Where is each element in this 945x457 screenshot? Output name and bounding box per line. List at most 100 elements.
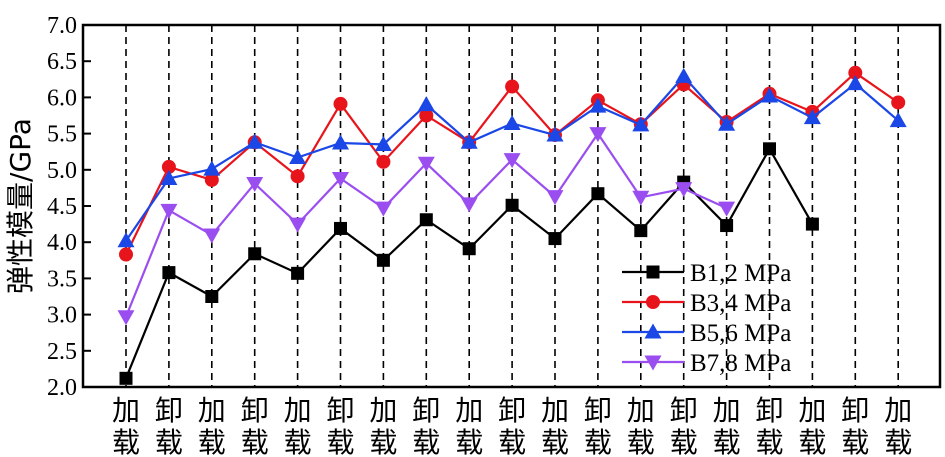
data-point [119,247,133,262]
x-tick-label-char: 载 [798,426,826,457]
x-tick-label-char: 加 [455,394,483,427]
data-point [419,108,434,123]
y-tick-label: 3.5 [47,266,77,292]
data-point [589,97,607,113]
y-tick-label: 5.5 [47,122,77,148]
data-point [460,133,478,149]
y-axis-title: 弹性模量/GPa [4,118,37,294]
x-tick-label: 加载 [455,394,483,457]
data-point [161,159,176,174]
y-tick-label: 2.5 [47,339,77,365]
x-tick-label-char: 加 [541,394,569,427]
x-tick-label-char: 载 [541,426,569,457]
data-point [289,148,307,164]
x-tick-label-char: 加 [112,394,140,427]
legend-marker [646,295,660,309]
x-tick-label: 加载 [284,394,312,457]
x-tick-label-char: 卸 [241,394,269,427]
legend-label: B3,4 MPa [690,290,791,317]
y-tick-label: 2.0 [47,375,77,401]
data-point [289,217,307,233]
x-tick-label-char: 载 [627,426,655,457]
x-tick-label-char: 载 [284,426,312,457]
legend-label: B5,6 MPa [690,320,791,347]
data-point [117,232,135,248]
data-point [374,135,392,151]
data-point [803,109,821,125]
legend-entry: B1,2 MPa [622,260,791,287]
data-point [376,253,390,267]
data-point [205,290,219,303]
legend-label: B1,2 MPa [690,260,791,287]
x-tick-label: 卸载 [755,394,783,457]
y-tick-label: 4.0 [47,230,77,256]
data-point [290,169,305,184]
legend-marker [644,323,662,339]
x-tick-label: 卸载 [241,394,269,457]
x-tick-label-char: 加 [627,394,655,427]
data-point [548,232,562,246]
x-tick-label-char: 加 [884,394,912,427]
data-point [546,126,564,142]
x-tick-label-char: 卸 [841,394,869,427]
x-tick-label-char: 载 [841,426,869,457]
data-point [718,115,736,131]
x-tick-label: 卸载 [326,394,354,457]
x-tick-label-char: 卸 [670,394,698,427]
data-point [333,96,348,111]
data-point [460,197,478,213]
data-point [503,114,521,130]
x-tick-label-char: 载 [112,426,140,457]
x-tick-label-char: 加 [284,394,312,427]
x-tick-label: 加载 [541,394,569,457]
data-point [591,187,605,201]
y-tick-label: 4.5 [47,194,77,220]
data-point [204,172,219,187]
data-point [805,217,819,231]
data-point [632,190,650,206]
x-tick-label-char: 载 [369,426,397,457]
data-point [332,134,349,150]
data-point [334,221,347,235]
data-point [419,213,433,227]
x-tick-label-char: 卸 [584,394,612,427]
x-tick-label: 加载 [884,394,912,457]
data-point [503,153,521,169]
data-point [761,87,778,103]
legend-entry: B7,8 MPa [622,350,791,377]
x-tick-label-char: 卸 [155,394,183,427]
data-point [248,247,262,261]
legend-entry: B5,6 MPa [622,320,791,347]
x-tick-label-char: 加 [198,394,226,427]
x-tick-label-char: 载 [412,426,440,457]
x-tick-label: 加载 [713,394,741,457]
x-tick-label: 加载 [798,394,826,457]
data-point [505,198,519,212]
legend-marker [644,355,662,371]
y-tick-label: 6.0 [47,85,77,111]
x-tick-label-char: 卸 [755,394,783,427]
x-tick-label: 卸载 [841,394,869,457]
x-tick-label-char: 加 [369,394,397,427]
data-point [846,75,864,91]
x-tick-label: 卸载 [498,394,526,457]
data-point [848,65,863,80]
data-point [417,96,435,112]
data-point [203,228,221,244]
y-axis: 2.0 2.5 3.0 3.5 4.0 4.5 5.0 5.5 6.0 6.5 7.0 [47,13,91,401]
data-point [889,112,907,128]
x-tick-label: 卸载 [670,394,698,457]
data-point [160,169,178,185]
data-point [634,224,648,238]
data-point [119,371,133,385]
x-tick-label-char: 载 [241,426,269,457]
vertical-dashed-gridlines [125,25,900,387]
x-tick-label-char: 载 [670,426,698,457]
series-3 [117,67,907,248]
x-tick-label-char: 卸 [326,394,354,427]
data-point [505,79,520,94]
data-point [162,266,176,280]
data-point [891,95,906,110]
x-tick-label: 加载 [112,394,140,457]
